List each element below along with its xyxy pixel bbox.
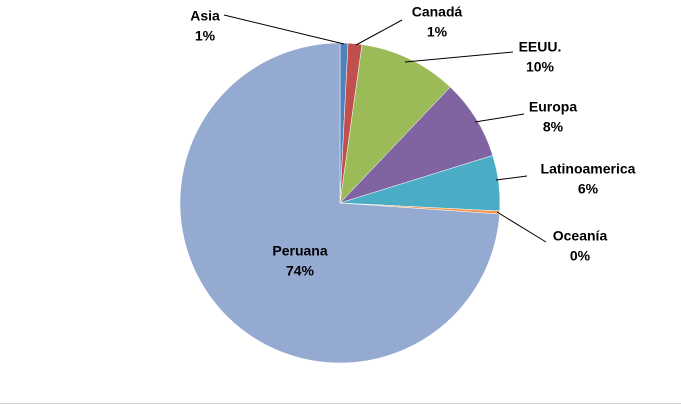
pie-slice	[179, 42, 500, 364]
leader-line	[496, 211, 547, 243]
leader-line	[474, 113, 525, 123]
slice-label: Oceanía	[553, 228, 608, 244]
slice-value-label: 1%	[427, 24, 448, 40]
slice-label: EEUU.	[519, 39, 562, 55]
slice-value-label: 10%	[526, 59, 555, 75]
slice-value-label: 74%	[286, 263, 315, 279]
slice-value-label: 1%	[195, 28, 216, 44]
slice-value-label: 8%	[543, 119, 564, 135]
slice-label: Canadá	[412, 4, 463, 20]
leader-line	[495, 175, 528, 181]
pie-slice	[339, 44, 451, 204]
slice-value-label: 0%	[570, 248, 591, 264]
slice-label: Latinoamerica	[541, 161, 636, 177]
leader-line	[355, 19, 403, 46]
slice-value-label: 6%	[578, 181, 599, 197]
slice-label: Peruana	[272, 243, 327, 259]
leader-line	[404, 51, 514, 63]
leader-line	[223, 14, 345, 45]
slice-label: Europa	[529, 99, 577, 115]
slice-label: Asia	[190, 8, 220, 24]
